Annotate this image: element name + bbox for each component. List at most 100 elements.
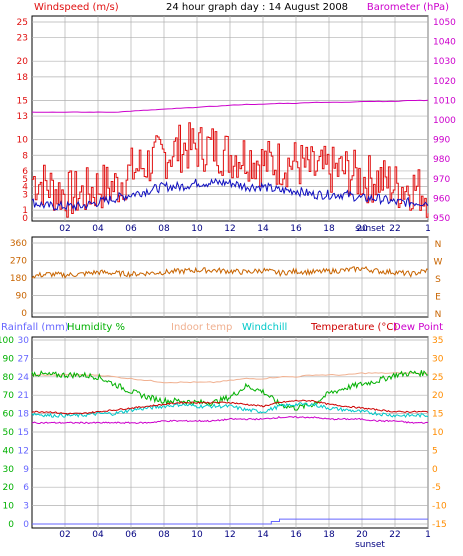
y-tick-humidity-8: 80 [3, 373, 15, 383]
windchill-line [31, 402, 429, 419]
x-tick-0-04: 04 [92, 224, 104, 234]
y-tick-wind-4: 4 [22, 183, 28, 193]
x-tick-0-14: 14 [257, 224, 269, 234]
y-tick-wind-25: 25 [17, 18, 28, 28]
y-tick-temp-r-25: 25 [432, 373, 443, 383]
y-tick-humidity-0: 0 [8, 520, 14, 530]
x-tick-2-06: 06 [125, 530, 137, 540]
y-tick-temp-r-0: 0 [432, 465, 438, 475]
y-tick-compass-1: W [434, 258, 443, 268]
y-tick-temp-r-30: 30 [432, 354, 444, 364]
y-tick-baro-1020: 1020 [433, 77, 456, 87]
y-tick-baro-980: 980 [433, 155, 450, 165]
y-tick-dir-180: 180 [10, 274, 27, 284]
series-lines [31, 99, 429, 525]
windspeed-line [32, 122, 429, 218]
y-tick-compass-3: E [435, 293, 441, 303]
x-tick-0-12: 12 [224, 224, 235, 234]
windspeed-axis-title: Windspeed (m/s) [34, 2, 119, 13]
y-tick-compass-2: S [435, 275, 441, 285]
x-tick-0-02: 02 [59, 224, 70, 234]
tick-labels: 0202040406060808101012121414161618182020… [0, 18, 456, 540]
y-tick-temp-r-20: 20 [432, 391, 444, 401]
y-tick-wind-10: 10 [17, 136, 29, 146]
barometer-axis-title: Barometer (hPa) [367, 2, 449, 13]
y-tick-rain-7: 21 [18, 391, 29, 401]
y-tick-humidity-2: 20 [3, 483, 15, 493]
x-tick-2-18: 18 [323, 530, 335, 540]
y-tick-wind-15: 15 [17, 96, 28, 106]
y-tick-baro-1040: 1040 [433, 38, 456, 48]
y-tick-temp-r--15: -15 [432, 520, 447, 530]
y-tick-humidity-10: 100 [0, 336, 14, 346]
x-tick-2-20: 20 [356, 530, 368, 540]
y-tick-dir-0: 0 [21, 309, 27, 319]
y-tick-wind-8: 8 [22, 151, 28, 161]
y-tick-rain-2: 6 [23, 483, 29, 493]
y-tick-wind-23: 23 [17, 34, 28, 44]
y-tick-temp-r--10: -10 [432, 502, 447, 512]
y-tick-rain-9: 27 [18, 354, 29, 364]
x-tick-2-08: 08 [158, 530, 170, 540]
y-tick-dir-360: 360 [10, 239, 27, 249]
x-tick-0-22: 22 [389, 224, 400, 234]
temperature-line [31, 399, 429, 415]
y-tick-wind-3: 3 [22, 190, 28, 200]
y-tick-baro-970: 970 [433, 175, 450, 185]
x-tick-2-1: 1 [425, 530, 431, 540]
x-tick-0-10: 10 [191, 224, 203, 234]
y-tick-baro-960: 960 [433, 194, 450, 204]
x-tick-0-08: 08 [158, 224, 170, 234]
y-tick-wind-18: 18 [17, 73, 29, 83]
y-tick-humidity-3: 30 [3, 465, 15, 475]
y-tick-rain-3: 9 [23, 465, 29, 475]
y-tick-wind-13: 13 [17, 112, 28, 122]
rainfall-line [32, 518, 428, 525]
y-tick-rain-6: 18 [18, 410, 30, 420]
y-tick-wind-6: 6 [22, 167, 28, 177]
y-tick-baro-1050: 1050 [433, 18, 456, 28]
sunset-label-top: sunset [355, 224, 385, 234]
y-tick-temp-r-10: 10 [432, 428, 444, 438]
indoor-temp-line [31, 372, 429, 384]
x-tick-2-02: 02 [59, 530, 70, 540]
y-tick-wind-20: 20 [17, 57, 29, 67]
x-tick-2-10: 10 [191, 530, 203, 540]
legend-windchill: Windchill [242, 322, 287, 333]
y-tick-temp-r-15: 15 [432, 410, 443, 420]
wind-average-line [31, 177, 429, 212]
y-tick-baro-950: 950 [433, 214, 450, 224]
x-tick-0-06: 06 [125, 224, 137, 234]
x-tick-0-16: 16 [290, 224, 302, 234]
x-tick-0-18: 18 [323, 224, 335, 234]
y-tick-temp-r-35: 35 [432, 336, 443, 346]
y-tick-humidity-4: 40 [3, 446, 15, 456]
y-tick-humidity-6: 60 [3, 410, 15, 420]
y-tick-wind-5: 5 [22, 175, 28, 185]
x-tick-0-20: 20 [356, 224, 368, 234]
legend-rainfall: Rainfall (mm) [1, 322, 69, 333]
chart-title: 24 hour graph day : 14 August 2008 [166, 2, 348, 13]
x-tick-2-16: 16 [290, 530, 302, 540]
sunset-label-bottom: sunset [355, 540, 385, 550]
y-tick-wind-0: 0 [22, 214, 28, 224]
y-tick-wind-1: 1 [22, 206, 28, 216]
y-tick-baro-990: 990 [433, 136, 450, 146]
dewpoint-line [31, 416, 429, 425]
y-tick-dir-270: 270 [10, 257, 27, 267]
y-tick-humidity-1: 10 [3, 502, 15, 512]
y-tick-dir-90: 90 [16, 292, 28, 302]
y-tick-temp-r--5: -5 [432, 483, 441, 493]
y-tick-humidity-9: 90 [3, 354, 15, 364]
y-tick-temp-r-5: 5 [432, 446, 438, 456]
y-tick-compass-4: N [435, 310, 442, 320]
x-tick-2-22: 22 [389, 530, 400, 540]
legend-dew-point: Dew Point [393, 322, 443, 333]
x-tick-2-14: 14 [257, 530, 269, 540]
y-tick-baro-1010: 1010 [433, 96, 456, 106]
y-tick-humidity-5: 50 [3, 428, 15, 438]
barometer-line [31, 99, 429, 113]
y-tick-rain-4: 12 [18, 446, 29, 456]
humidity-line [31, 370, 429, 411]
